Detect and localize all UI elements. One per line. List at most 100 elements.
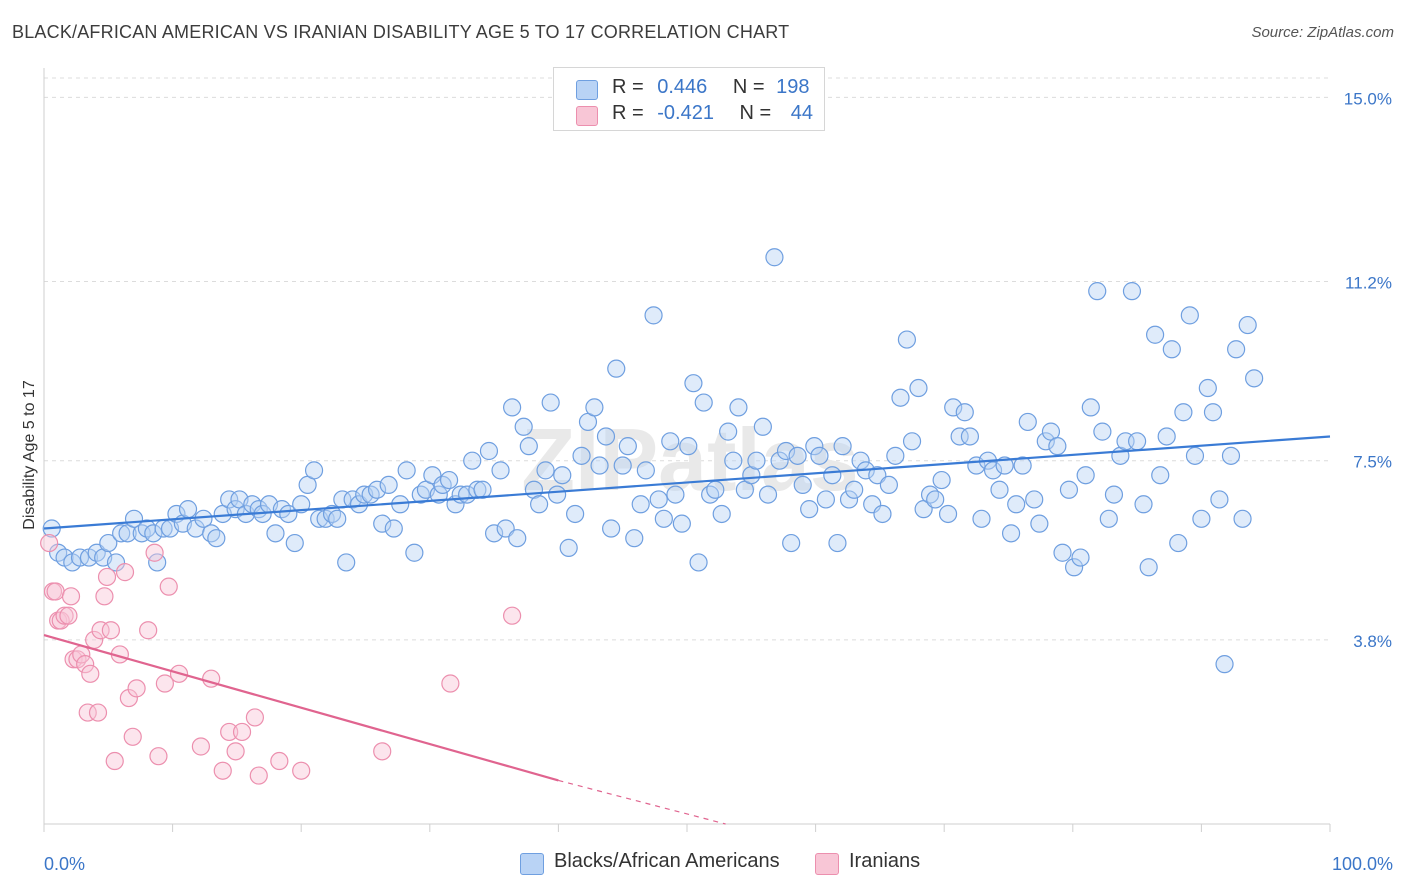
point-iranians <box>95 587 114 606</box>
point-blacks <box>397 461 416 480</box>
point-blacks <box>868 466 887 485</box>
point-blacks <box>833 437 852 456</box>
point-iranians <box>232 722 252 742</box>
point-blacks <box>920 485 940 504</box>
watermark: ZIPatlas <box>521 410 858 509</box>
point-blacks <box>701 485 720 504</box>
point-blacks <box>1192 509 1211 528</box>
point-blacks <box>879 475 899 495</box>
y-tick-label: 11.2% <box>1345 273 1392 292</box>
point-blacks <box>765 248 784 267</box>
point-blacks <box>729 398 748 417</box>
point-blacks <box>99 533 118 553</box>
point-blacks <box>220 490 239 509</box>
legend-r-label: R = <box>612 76 644 98</box>
point-iranians <box>119 688 138 708</box>
legend-r-value: 0.446 <box>657 76 708 98</box>
trendline-blacks <box>43 435 1331 530</box>
point-blacks <box>839 490 859 509</box>
point-iranians <box>191 737 210 756</box>
point-blacks <box>1007 495 1026 514</box>
point-iranians <box>270 751 289 771</box>
point-blacks <box>559 538 578 557</box>
x-tick-label: 0.0% <box>44 854 85 874</box>
point-blacks <box>1059 480 1079 499</box>
stats-legend: R = 0.446 N = 198 R = -0.421 N = 44 <box>553 67 825 131</box>
point-blacks <box>178 500 198 519</box>
point-blacks <box>1185 446 1205 465</box>
point-iranians <box>115 563 135 582</box>
point-blacks <box>782 533 801 553</box>
y-tick-label: 15.0% <box>1344 89 1392 108</box>
point-blacks <box>712 504 731 524</box>
point-iranians <box>249 766 268 785</box>
point-blacks <box>776 441 796 461</box>
point-blacks <box>514 417 533 436</box>
point-blacks <box>566 504 585 524</box>
point-blacks <box>1036 432 1055 451</box>
point-blacks <box>503 398 522 417</box>
point-blacks <box>479 441 499 461</box>
point-blacks <box>337 553 356 572</box>
point-blacks <box>758 485 778 504</box>
point-blacks <box>1210 490 1229 509</box>
point-iranians <box>55 606 74 625</box>
point-blacks <box>1018 412 1037 432</box>
point-blacks <box>1071 548 1090 567</box>
point-iranians <box>88 703 108 722</box>
point-iranians <box>145 543 164 562</box>
point-blacks <box>800 500 819 519</box>
point-blacks <box>112 524 131 543</box>
point-blacks <box>694 393 713 412</box>
point-blacks <box>285 533 304 553</box>
point-blacks <box>266 524 285 543</box>
point-blacks <box>972 509 991 528</box>
point-blacks <box>719 422 738 441</box>
point-blacks <box>995 456 1014 475</box>
axis-layer: 3.8% 7.5% 11.2% 15.0% 0.0% 100.0% <box>43 68 1393 874</box>
point-blacks <box>1030 514 1049 533</box>
point-blacks <box>304 461 324 480</box>
point-blacks <box>322 504 342 524</box>
point-blacks <box>1146 325 1165 344</box>
point-iranians <box>159 577 178 596</box>
point-iranians <box>441 674 460 693</box>
chart-title: BLACK/AFRICAN AMERICAN VS IRANIAN DISABI… <box>12 22 790 42</box>
point-blacks <box>873 504 892 524</box>
point-iranians <box>76 655 95 674</box>
point-iranians <box>91 621 110 640</box>
point-blacks <box>536 461 555 480</box>
point-blacks <box>384 519 403 538</box>
point-blacks <box>226 500 245 519</box>
point-iranians <box>373 742 392 761</box>
point-blacks <box>602 519 621 538</box>
point-blacks <box>684 374 703 393</box>
point-blacks <box>207 529 226 548</box>
point-blacks <box>955 403 974 422</box>
point-blacks <box>1122 282 1142 301</box>
point-iranians <box>155 674 174 693</box>
point-blacks <box>379 475 398 495</box>
point-blacks <box>1053 543 1072 562</box>
legend-r-value: -0.421 <box>657 102 714 124</box>
point-blacks <box>886 446 905 465</box>
point-blacks <box>747 451 766 470</box>
point-blacks <box>1215 655 1234 674</box>
point-iranians <box>61 587 81 606</box>
point-blacks <box>491 461 510 480</box>
point-iranians <box>226 742 245 761</box>
point-blacks <box>553 466 572 485</box>
bottom-legend-swatch-pink <box>815 853 839 875</box>
legend-swatch-pink <box>576 106 598 126</box>
point-blacks <box>541 393 560 412</box>
point-blacks <box>328 509 347 528</box>
point-blacks <box>1198 378 1217 398</box>
y-tick-label: 3.8% <box>1353 632 1392 651</box>
point-iranians <box>40 533 59 553</box>
point-blacks <box>636 461 655 480</box>
point-blacks <box>496 519 515 538</box>
point-blacks <box>1025 490 1044 509</box>
point-blacks <box>753 417 772 436</box>
point-blacks <box>439 470 459 490</box>
grid-layer <box>44 77 1330 641</box>
